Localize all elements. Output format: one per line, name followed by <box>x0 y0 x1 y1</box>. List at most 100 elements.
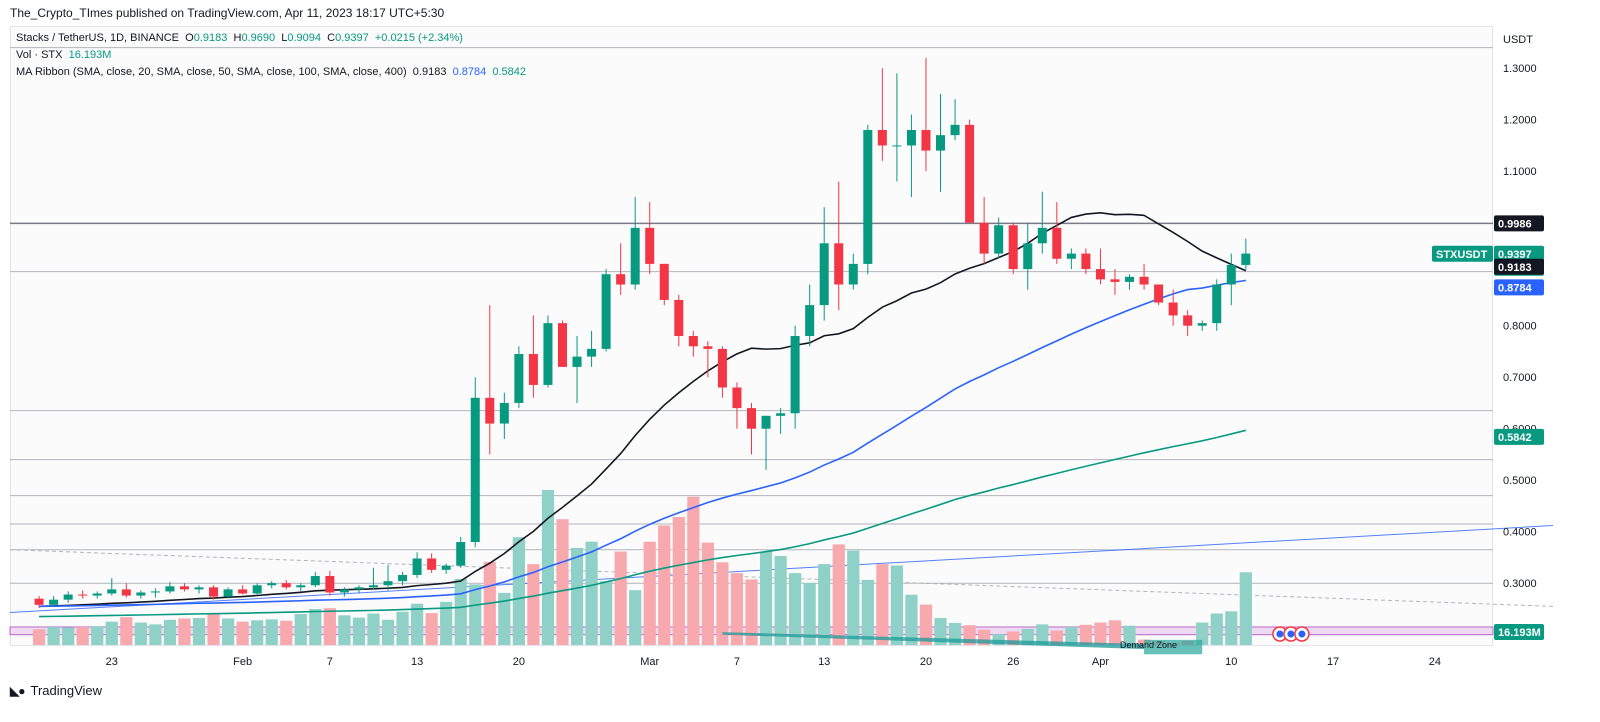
published-banner: The_Crypto_TImes published on TradingVie… <box>0 0 1600 26</box>
price-tag: 0.9183 <box>1494 258 1544 275</box>
volume-bar <box>236 621 249 645</box>
time-axis: 23 Feb 7 13 20 Mar 7 13 20 26 Apr 10 17 24 <box>106 656 1441 668</box>
candle <box>1037 191 1047 254</box>
legend-symbol[interactable]: Stacks / TetherUS, 1D, BINANCE <box>16 32 180 44</box>
candle-body <box>412 558 422 575</box>
price-tag: 16.193M <box>1494 624 1544 640</box>
candle-body <box>848 263 858 285</box>
candle-body <box>1081 253 1091 270</box>
candle-body <box>49 599 59 605</box>
candle-body <box>383 581 393 586</box>
candle-body <box>339 589 349 593</box>
candle-body <box>877 130 887 146</box>
footer-brand[interactable]: TradingView <box>30 683 103 698</box>
candle <box>252 583 262 595</box>
demand-arrow-shape <box>722 632 1145 650</box>
candle <box>688 330 698 357</box>
volume-bar <box>745 579 758 645</box>
candle <box>1212 279 1222 331</box>
legend-change: +0.0215 (+2.34%) <box>374 32 463 44</box>
candle <box>717 346 727 398</box>
candle <box>514 346 524 409</box>
time-tick-label: 24 <box>1429 656 1441 668</box>
candle <box>339 587 349 597</box>
volume-bar <box>905 594 918 645</box>
price-chart[interactable]: 1.30001.20001.10000.80000.70000.60000.50… <box>0 0 1600 680</box>
time-tick-label: 13 <box>411 656 423 668</box>
price-tag: STXUSDT <box>1432 245 1493 262</box>
volume-bar <box>759 551 773 645</box>
candle <box>150 588 160 598</box>
volume-bar <box>367 613 380 645</box>
candle <box>834 181 844 311</box>
candle-body <box>659 263 669 300</box>
candle-body <box>979 222 989 254</box>
candle <box>965 119 975 223</box>
candle <box>179 583 189 592</box>
candle <box>383 564 393 591</box>
price-tag: 0.8784 <box>1494 279 1544 296</box>
volume-bar <box>381 619 395 645</box>
candle-body <box>179 586 189 590</box>
price-tag-label: 0.9397 <box>1498 249 1532 261</box>
candle-body <box>296 585 306 588</box>
candle-body <box>630 227 640 285</box>
candle <box>936 93 946 192</box>
candle <box>1081 248 1091 275</box>
tradingview-logo-icon[interactable]: ◣● <box>10 684 26 698</box>
price-tick-label: 0.7000 <box>1503 372 1537 384</box>
candle <box>892 73 902 182</box>
price-tag-bg <box>1494 258 1544 275</box>
price-tag-label: 0.5842 <box>1498 432 1532 444</box>
candle <box>659 263 669 306</box>
legend-ma-row: MA Ribbon (SMA, close, 20, SMA, close, 5… <box>16 64 526 81</box>
candle-body <box>427 558 437 570</box>
candle <box>616 243 626 295</box>
candle-body <box>107 589 117 594</box>
candle <box>921 57 931 172</box>
price-axis: 1.30001.20001.10000.80000.70000.60000.50… <box>1503 63 1537 642</box>
candle-body <box>994 225 1004 254</box>
time-tick-label: 13 <box>818 656 830 668</box>
volume-bar <box>600 581 613 645</box>
candle <box>238 585 248 595</box>
candle-body <box>616 274 626 285</box>
volume-bar <box>163 619 177 645</box>
candle-body <box>194 587 204 590</box>
horizontal-levels <box>10 47 1493 584</box>
price-tick-label: 1.1000 <box>1503 166 1537 178</box>
candle <box>1008 222 1018 275</box>
volume-bar <box>76 627 89 645</box>
candle <box>325 570 335 596</box>
volume-bar <box>1108 620 1122 645</box>
price-tag-bg <box>1494 215 1544 232</box>
volume-bar <box>992 634 1005 645</box>
candle-body <box>1052 227 1062 259</box>
legend-vol-label[interactable]: Vol · STX <box>16 49 63 61</box>
candle-body <box>732 387 742 409</box>
candle-body <box>78 594 88 596</box>
candle-body <box>674 299 684 336</box>
volume-bar <box>1239 572 1252 645</box>
candle-body <box>1139 276 1149 285</box>
candle <box>1095 248 1105 285</box>
volume-bar <box>338 615 351 645</box>
currency-label: USDT <box>1503 34 1533 46</box>
candle-body <box>1197 323 1207 326</box>
candle <box>136 590 146 599</box>
volume-bar <box>701 542 714 645</box>
candle <box>703 341 713 378</box>
price-tag: 0.9986 <box>1494 215 1544 232</box>
legend-ma-label[interactable]: MA Ribbon (SMA, close, 20, SMA, close, 5… <box>16 66 407 78</box>
candle-body <box>325 575 335 593</box>
legend-o-label: O <box>185 32 194 44</box>
volume-bar <box>774 556 787 645</box>
candle-body <box>1095 269 1105 280</box>
volume-bar <box>251 620 264 645</box>
volume-bar <box>1036 624 1049 645</box>
candle-body <box>499 402 509 424</box>
candle <box>819 207 829 321</box>
legend-vol-value: 16.193M <box>68 49 112 61</box>
volume-bar <box>1196 622 1209 645</box>
candle <box>49 596 59 607</box>
